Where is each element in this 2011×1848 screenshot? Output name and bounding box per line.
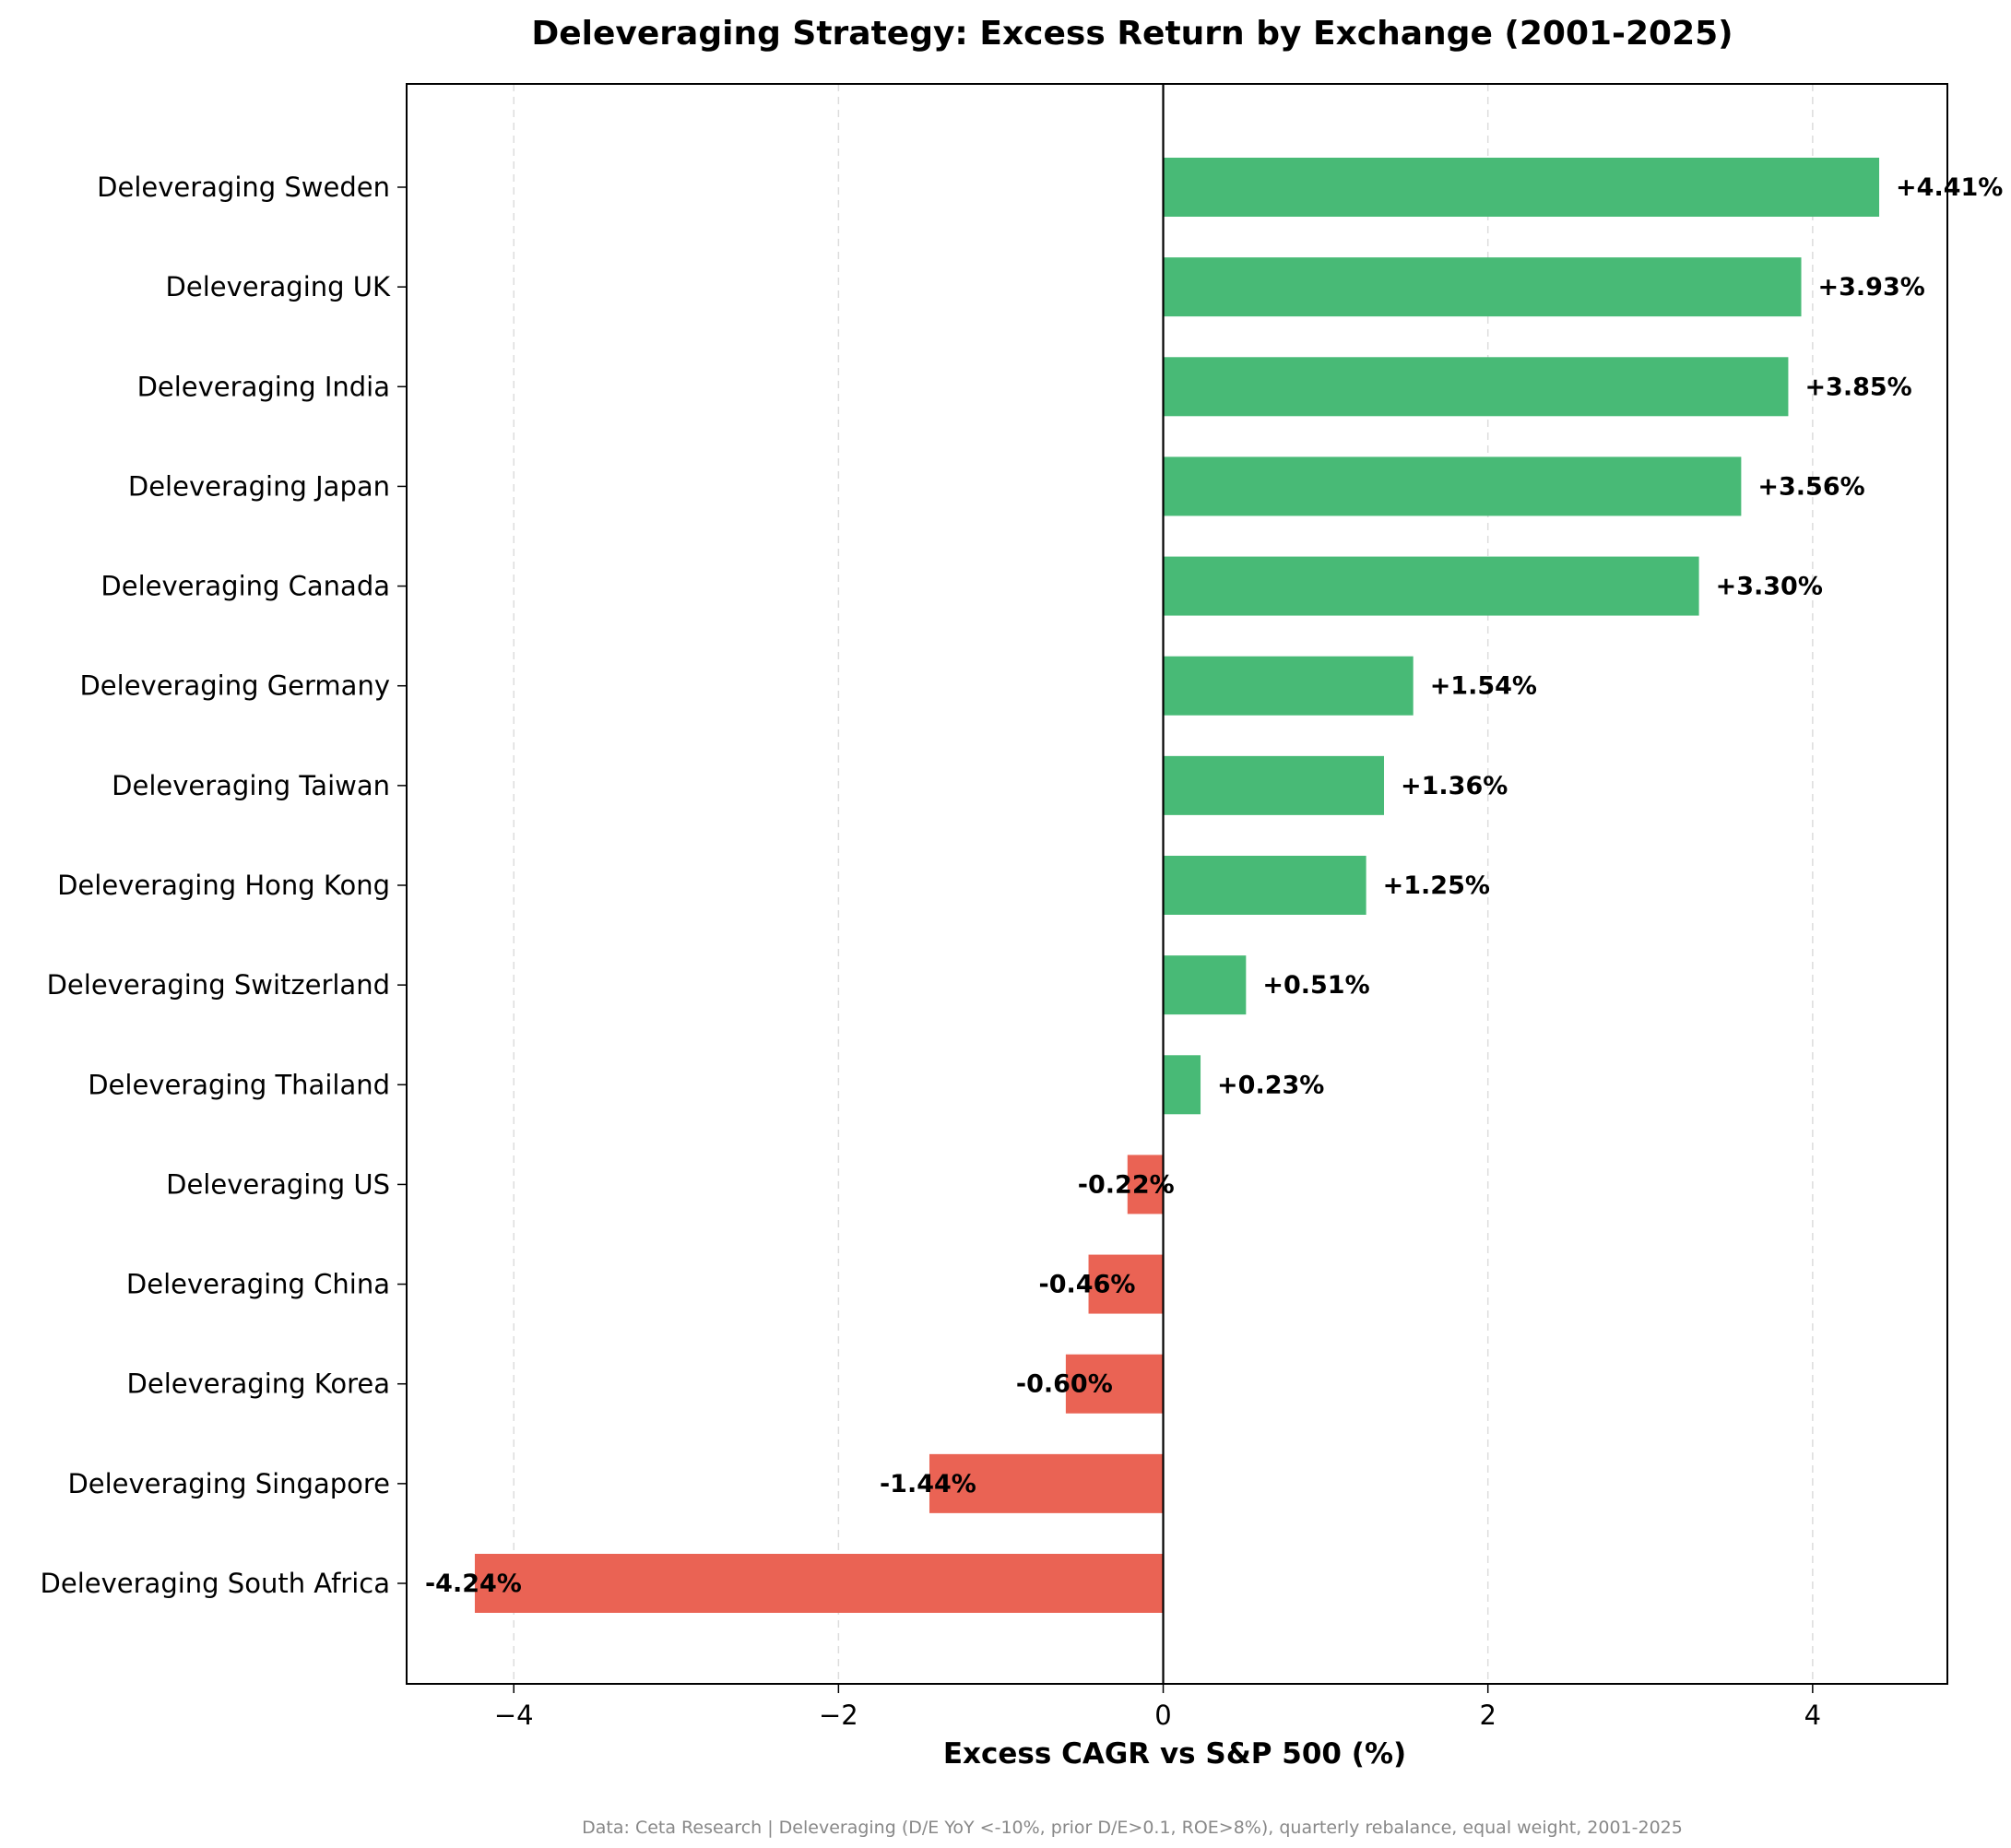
bar [1163, 955, 1247, 1015]
data-label: -0.60% [1016, 1370, 1113, 1399]
footnote: Data: Ceta Research | Deleveraging (D/E … [582, 1818, 1683, 1838]
data-labels: +4.41% +3.93% +3.85% +3.56% +3.30% +1.54% +1.3… [425, 173, 2003, 1598]
bar [1163, 158, 1880, 217]
y-axis-ticks: Deleveraging Sweden Deleveraging UK Deleve… [41, 172, 407, 1599]
bar [1163, 1055, 1201, 1115]
bar [1163, 755, 1385, 815]
bar [474, 1554, 1164, 1613]
bar [1163, 556, 1699, 616]
data-label: +1.54% [1430, 672, 1537, 701]
x-tick-label: 0 [1154, 1700, 1171, 1731]
data-label: +1.25% [1383, 871, 1490, 900]
bar [1088, 1254, 1164, 1314]
data-label: +3.93% [1818, 273, 1925, 302]
x-tick-label: −2 [819, 1700, 858, 1731]
x-axis-label: Excess CAGR vs S&P 500 (%) [943, 1737, 1406, 1771]
y-tick-label: Deleveraging Thailand [88, 1069, 390, 1100]
y-tick-label: Deleveraging Japan [128, 470, 390, 502]
y-tick-label: Deleveraging Switzerland [47, 969, 390, 1001]
bar [1163, 856, 1366, 915]
data-label: +3.56% [1757, 472, 1864, 501]
chart-title: Deleveraging Strategy: Excess Return by … [531, 15, 1733, 53]
y-tick-label: Deleveraging Sweden [97, 172, 390, 203]
grid-lines [513, 84, 1814, 1684]
x-tick-label: −4 [494, 1700, 534, 1731]
data-label: +0.51% [1262, 971, 1369, 1000]
data-label: +4.41% [1896, 173, 2003, 202]
y-tick-label: Deleveraging Taiwan [112, 770, 390, 801]
x-tick-label: 2 [1479, 1700, 1496, 1731]
x-axis-ticks: −4 −2 0 2 4 [494, 1684, 1821, 1731]
bar [1127, 1155, 1164, 1214]
data-label: +1.36% [1401, 772, 1508, 800]
bar [1163, 257, 1802, 317]
bar [1065, 1354, 1164, 1414]
x-tick-label: 4 [1804, 1700, 1821, 1731]
y-tick-label: Deleveraging South Africa [41, 1568, 390, 1599]
y-tick-label: Deleveraging UK [166, 271, 391, 302]
data-label: +3.85% [1804, 373, 1911, 401]
y-tick-label: Deleveraging Singapore [67, 1468, 390, 1499]
y-tick-label: Deleveraging China [126, 1269, 390, 1300]
data-label: -1.44% [880, 1470, 976, 1499]
y-tick-label: Deleveraging Germany [79, 670, 390, 702]
plot-frame [406, 83, 1948, 1685]
y-tick-label: Deleveraging Canada [101, 571, 390, 602]
bars [474, 158, 1880, 1613]
bar [1163, 357, 1789, 417]
bar [929, 1453, 1164, 1513]
data-label: -0.46% [1039, 1271, 1136, 1299]
bar [1163, 656, 1414, 716]
data-label: -4.24% [425, 1570, 522, 1598]
data-label: +3.30% [1716, 573, 1823, 601]
y-tick-label: Deleveraging Korea [127, 1368, 390, 1400]
y-tick-label: Deleveraging India [137, 371, 390, 402]
bar [1163, 456, 1742, 516]
data-label: +0.23% [1217, 1071, 1324, 1099]
data-label: -0.22% [1078, 1170, 1175, 1199]
y-tick-label: Deleveraging Hong Kong [57, 870, 390, 901]
y-tick-label: Deleveraging US [166, 1168, 390, 1200]
